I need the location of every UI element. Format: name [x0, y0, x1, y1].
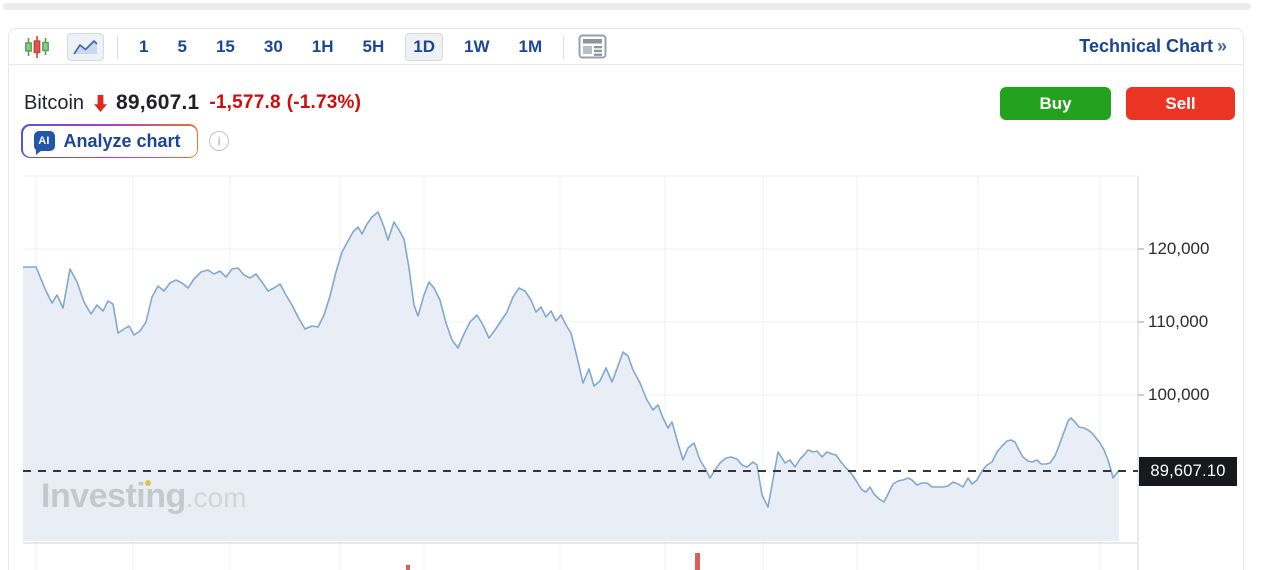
ai-icon: AI [33, 131, 55, 155]
timeframe-button-5[interactable]: 5 [177, 36, 187, 56]
last-price: 89,607.1 [116, 91, 200, 114]
top-divider-strip [3, 3, 1251, 10]
y-axis-label-100000: 100,000 [1148, 385, 1210, 404]
technical-chart-label: Technical Chart [1079, 36, 1213, 56]
timeframe-button-15[interactable]: 15 [215, 36, 235, 56]
price-down-arrow-icon [93, 94, 108, 112]
instrument-name: Bitcoin [24, 91, 85, 114]
timeframe-button-1[interactable]: 1 [139, 36, 149, 56]
news-icon [578, 34, 607, 59]
toolbar-divider [117, 34, 118, 59]
area-chart-icon [73, 40, 98, 55]
change-value: -1,577.8 [209, 92, 281, 113]
quote-row: Bitcoin 89,607.1 -1,577.8 (-1.73%) [24, 85, 367, 121]
chevron-right-icon: » [1216, 36, 1227, 56]
ai-analyze-row: AI Analyze chart i [21, 124, 230, 158]
price-change: -1,577.8 (-1.73%) [209, 92, 367, 114]
candlestick-chart-button[interactable] [23, 33, 51, 61]
change-percent: (-1.73%) [286, 92, 362, 113]
timeframe-group: 1 5 15 30 1H 5H 1D 1W 1M [131, 32, 550, 61]
info-icon[interactable]: i [209, 131, 230, 151]
watermark-dot-icon [145, 480, 151, 486]
timeframe-button-1m[interactable]: 1M [518, 36, 543, 56]
watermark-brand: Investing [41, 477, 186, 515]
sell-button[interactable]: Sell [1126, 87, 1235, 120]
last-price-tag: 89,607.10 [1139, 457, 1237, 486]
chart-toolbar: 1 5 15 30 1H 5H 1D 1W 1M Technical Chart» [9, 29, 1243, 65]
candlestick-icon [25, 35, 49, 58]
watermark-suffix: .com [185, 482, 247, 513]
chart-widget-card: 1 5 15 30 1H 5H 1D 1W 1M Technical Chart» Bitcoi… [8, 28, 1244, 570]
timeframe-button-1h[interactable]: 1H [311, 36, 334, 56]
analyze-chart-label: Analyze chart [63, 130, 181, 151]
timeframe-button-5h[interactable]: 5H [362, 36, 385, 56]
timeframe-button-30[interactable]: 30 [263, 36, 283, 56]
investing-watermark: Investing.com [41, 477, 246, 516]
y-axis-label-110000: 110,000 [1148, 312, 1209, 331]
y-axis-label-120000: 120,000 [1148, 239, 1210, 258]
timeframe-button-1w[interactable]: 1W [463, 36, 490, 56]
buy-button[interactable]: Buy [1000, 87, 1111, 120]
toolbar-divider [563, 34, 565, 59]
news-panel-button[interactable] [577, 33, 608, 60]
technical-chart-link[interactable]: Technical Chart» [1079, 36, 1233, 57]
timeframe-button-1d[interactable]: 1D [405, 32, 443, 61]
analyze-chart-button[interactable]: AI Analyze chart [21, 124, 199, 158]
area-chart-button[interactable] [67, 32, 104, 61]
